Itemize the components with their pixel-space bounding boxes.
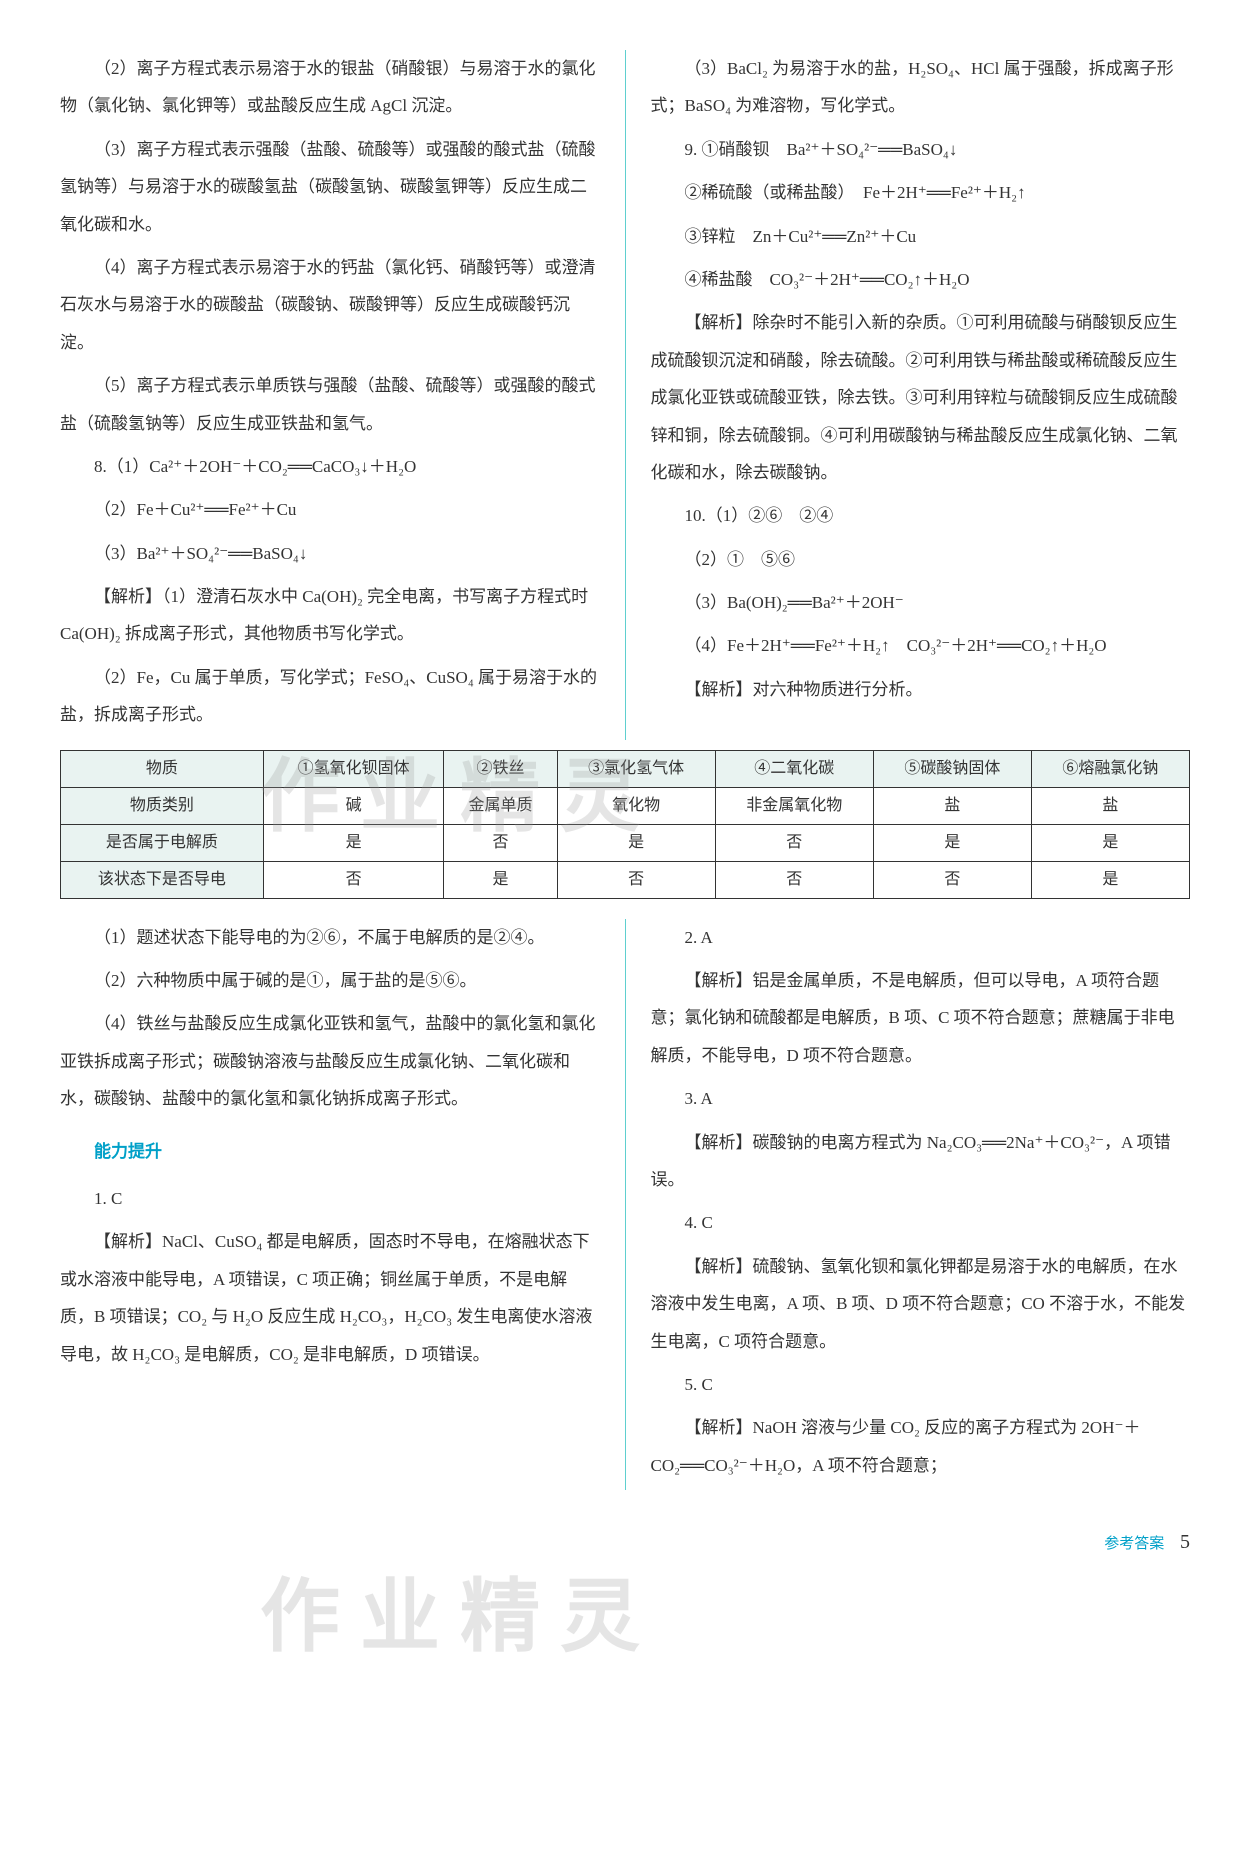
td: 是 <box>557 824 715 861</box>
td: 否 <box>873 861 1031 898</box>
para: （3）BaCl₂ 为易溶于水的盐，H₂SO₄、HCl 属于强酸，拆成离子形式；B… <box>651 50 1191 125</box>
th: ①氢氧化钡固体 <box>263 750 443 787</box>
para: （3）Ba²⁺＋SO₄²⁻══BaSO₄↓ <box>60 535 600 572</box>
footer-label: 参考答案 <box>1104 1536 1164 1552</box>
para: 3. A <box>651 1080 1191 1117</box>
para: （4）Fe＋2H⁺══Fe²⁺＋H₂↑ CO₃²⁻＋2H⁺══CO₂↑＋H₂O <box>651 627 1191 664</box>
para: 1. C <box>60 1180 600 1217</box>
para: （3）Ba(OH)₂══Ba²⁺＋2OH⁻ <box>651 584 1191 621</box>
td: 盐 <box>1031 787 1189 824</box>
para: 【解析】碳酸钠的电离方程式为 Na₂CO₃══2Na⁺＋CO₃²⁻，A 项错误。 <box>651 1124 1191 1199</box>
para: 9. ①硝酸钡 Ba²⁺＋SO₄²⁻══BaSO₄↓ <box>651 131 1191 168</box>
para: 【解析】铝是金属单质，不是电解质，但可以导电，A 项符合题意；氯化钠和硫酸都是电… <box>651 962 1191 1074</box>
para: 【解析】硫酸钠、氢氧化钡和氯化钾都是易溶于水的电解质，在水溶液中发生电离，A 项… <box>651 1248 1191 1360</box>
para: （5）离子方程式表示单质铁与强酸（盐酸、硫酸等）或强酸的酸式盐（硫酸氢钠等）反应… <box>60 367 600 442</box>
para: 【解析】NaOH 溶液与少量 CO₂ 反应的离子方程式为 2OH⁻＋CO₂══C… <box>651 1409 1191 1484</box>
page: 作业精灵 作业精灵 （2）离子方程式表示易溶于水的银盐（硝酸银）与易溶于水的氯化… <box>60 50 1190 1564</box>
table-row: 是否属于电解质 是 否 是 否 是 是 <box>61 824 1190 861</box>
para: （3）离子方程式表示强酸（盐酸、硫酸等）或强酸的酸式盐（硫酸氢钠等）与易溶于水的… <box>60 131 600 243</box>
td: 是 <box>444 861 557 898</box>
para: ③锌粒 Zn＋Cu²⁺══Zn²⁺＋Cu <box>651 218 1191 255</box>
td: 氧化物 <box>557 787 715 824</box>
para: 5. C <box>651 1366 1191 1403</box>
para: 【解析】除杂时不能引入新的杂质。①可利用硫酸与硝酸钡反应生成硫酸钡沉淀和硝酸，除… <box>651 304 1191 491</box>
footer: 参考答案 5 <box>60 1520 1190 1564</box>
para: 【解析】对六种物质进行分析。 <box>651 671 1191 708</box>
para: 2. A <box>651 919 1191 956</box>
td: 是 <box>1031 861 1189 898</box>
para: 【解析】（1）澄清石灰水中 Ca(OH)₂ 完全电离，书写离子方程式时 Ca(O… <box>60 578 600 653</box>
para: （2）Fe，Cu 属于单质，写化学式；FeSO₄、CuSO₄ 属于易溶于水的盐，… <box>60 659 600 734</box>
top-columns: （2）离子方程式表示易溶于水的银盐（硝酸银）与易溶于水的氯化物（氯化钠、氯化钾等… <box>60 50 1190 740</box>
substance-table: 物质 ①氢氧化钡固体 ②铁丝 ③氯化氢气体 ④二氧化碳 ⑤碳酸钠固体 ⑥熔融氯化… <box>60 750 1190 899</box>
section-title: 能力提升 <box>60 1133 600 1170</box>
td: 否 <box>444 824 557 861</box>
td: 金属单质 <box>444 787 557 824</box>
bottom-columns: （1）题述状态下能导电的为②⑥，不属于电解质的是②④。 （2）六种物质中属于碱的… <box>60 919 1190 1490</box>
para: （4）离子方程式表示易溶于水的钙盐（氯化钙、硝酸钙等）或澄清石灰水与易溶于水的碳… <box>60 249 600 361</box>
row-head: 该状态下是否导电 <box>61 861 264 898</box>
table-row: 该状态下是否导电 否 是 否 否 否 是 <box>61 861 1190 898</box>
row-head: 物质类别 <box>61 787 264 824</box>
td: 否 <box>715 861 873 898</box>
para: （1）题述状态下能导电的为②⑥，不属于电解质的是②④。 <box>60 919 600 956</box>
top-right-col: （3）BaCl₂ 为易溶于水的盐，H₂SO₄、HCl 属于强酸，拆成离子形式；B… <box>626 50 1191 740</box>
para: （2）离子方程式表示易溶于水的银盐（硝酸银）与易溶于水的氯化物（氯化钠、氯化钾等… <box>60 50 600 125</box>
para: 8.（1）Ca²⁺＋2OH⁻＋CO₂══CaCO₃↓＋H₂O <box>60 448 600 485</box>
td: 否 <box>263 861 443 898</box>
th: 物质 <box>61 750 264 787</box>
th: ⑥熔融氯化钠 <box>1031 750 1189 787</box>
td: 否 <box>557 861 715 898</box>
page-number: 5 <box>1180 1531 1190 1553</box>
bottom-left-col: （1）题述状态下能导电的为②⑥，不属于电解质的是②④。 （2）六种物质中属于碱的… <box>60 919 626 1490</box>
para: ④稀盐酸 CO₃²⁻＋2H⁺══CO₂↑＋H₂O <box>651 261 1191 298</box>
para: 10.（1）②⑥ ②④ <box>651 497 1191 534</box>
td: 否 <box>715 824 873 861</box>
td: 是 <box>873 824 1031 861</box>
table-header-row: 物质 ①氢氧化钡固体 ②铁丝 ③氯化氢气体 ④二氧化碳 ⑤碳酸钠固体 ⑥熔融氯化… <box>61 750 1190 787</box>
para: （2）六种物质中属于碱的是①，属于盐的是⑤⑥。 <box>60 962 600 999</box>
table-row: 物质类别 碱 金属单质 氧化物 非金属氧化物 盐 盐 <box>61 787 1190 824</box>
para: （2）① ⑤⑥ <box>651 541 1191 578</box>
para: ②稀硫酸（或稀盐酸） Fe＋2H⁺══Fe²⁺＋H₂↑ <box>651 174 1191 211</box>
para: 【解析】NaCl、CuSO₄ 都是电解质，固态时不导电，在熔融状态下或水溶液中能… <box>60 1223 600 1373</box>
table: 物质 ①氢氧化钡固体 ②铁丝 ③氯化氢气体 ④二氧化碳 ⑤碳酸钠固体 ⑥熔融氯化… <box>60 750 1190 899</box>
row-head: 是否属于电解质 <box>61 824 264 861</box>
para: （4）铁丝与盐酸反应生成氯化亚铁和氢气，盐酸中的氯化氢和氯化亚铁拆成离子形式；碳… <box>60 1005 600 1117</box>
th: ④二氧化碳 <box>715 750 873 787</box>
top-left-col: （2）离子方程式表示易溶于水的银盐（硝酸银）与易溶于水的氯化物（氯化钠、氯化钾等… <box>60 50 626 740</box>
bottom-right-col: 2. A 【解析】铝是金属单质，不是电解质，但可以导电，A 项符合题意；氯化钠和… <box>626 919 1191 1490</box>
para: （2）Fe＋Cu²⁺══Fe²⁺＋Cu <box>60 491 600 528</box>
td: 盐 <box>873 787 1031 824</box>
td: 非金属氧化物 <box>715 787 873 824</box>
td: 碱 <box>263 787 443 824</box>
td: 是 <box>263 824 443 861</box>
th: ②铁丝 <box>444 750 557 787</box>
th: ⑤碳酸钠固体 <box>873 750 1031 787</box>
para: 4. C <box>651 1204 1191 1241</box>
th: ③氯化氢气体 <box>557 750 715 787</box>
td: 是 <box>1031 824 1189 861</box>
